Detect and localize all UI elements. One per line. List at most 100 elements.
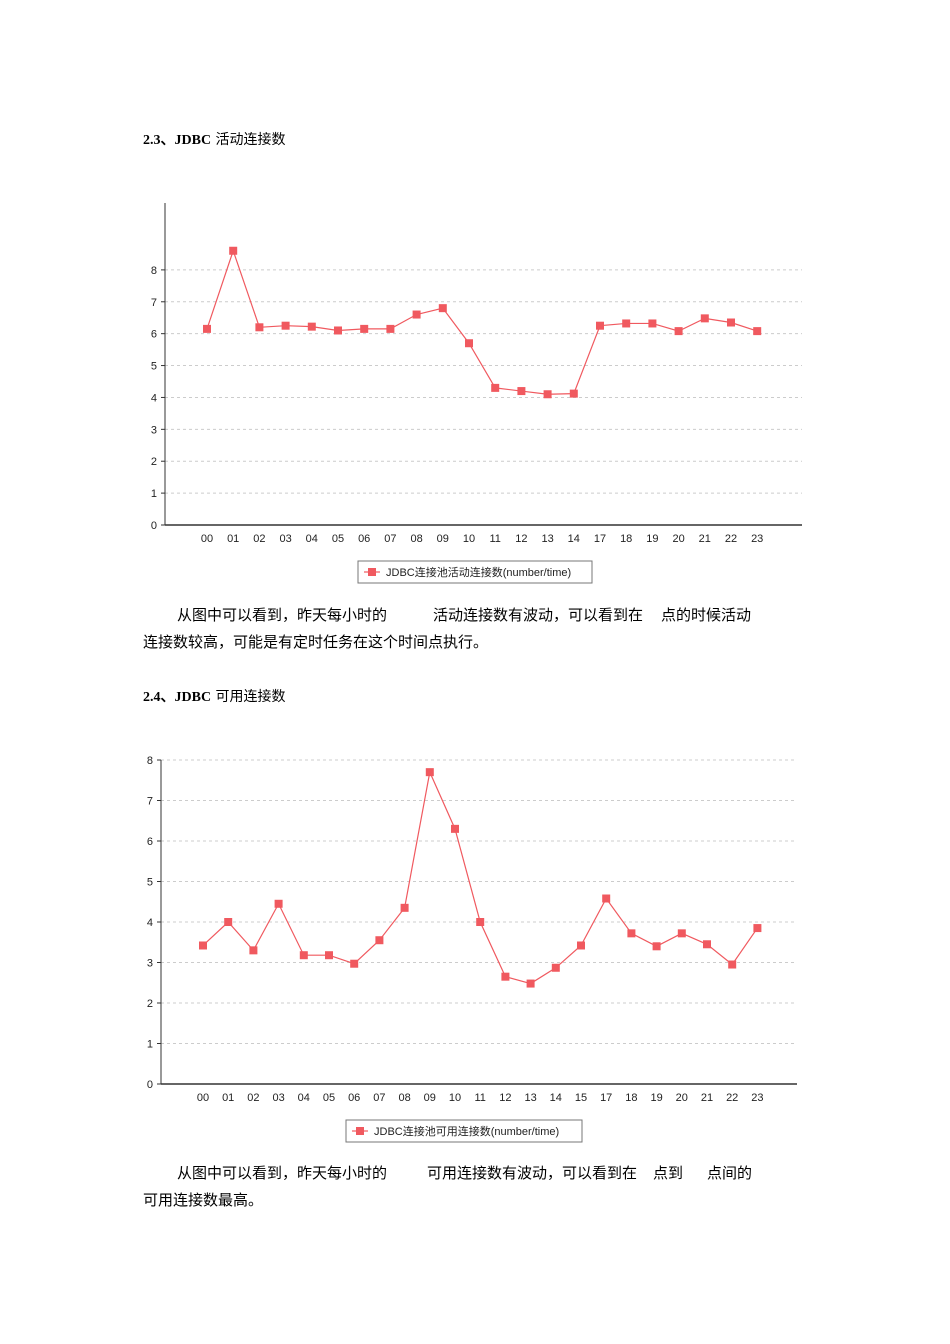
x-tick-label: 08 <box>410 533 422 545</box>
x-tick-label: 07 <box>373 1092 385 1104</box>
legend: JDBC连接池可用连接数(number/time) <box>345 1119 583 1143</box>
x-tick-label: 15 <box>575 1092 587 1104</box>
data-point <box>360 324 369 333</box>
data-point <box>281 321 290 330</box>
section-number: 2.4、JDBC <box>143 690 212 705</box>
data-point <box>299 951 308 960</box>
legend-box <box>345 1119 583 1143</box>
y-tick-label: 7 <box>151 297 157 309</box>
data-point <box>229 246 238 255</box>
y-tick-label: 4 <box>151 392 157 404</box>
paragraph-text: 从图中可以看到，昨天每小时的 <box>177 1164 388 1182</box>
data-point <box>727 318 735 327</box>
data-point <box>753 924 762 933</box>
legend-box <box>357 560 593 584</box>
data-point <box>224 918 233 926</box>
data-point <box>425 768 434 777</box>
x-tick-label: 23 <box>751 533 763 545</box>
data-point <box>526 979 535 988</box>
x-tick-label: 21 <box>699 533 711 545</box>
x-tick-label: 10 <box>463 533 475 545</box>
available-connections-chart: 0 1 2 3 4 5 6 7 8 00 01 02 03 04 05 06 07 08 09 10 11 12 13 14 1… <box>140 750 810 1150</box>
data-point <box>307 322 316 331</box>
paragraph-text: 可用连接数最高。 <box>143 1191 264 1209</box>
x-tick-label: 11 <box>474 1092 485 1104</box>
active-connections-chart: 0 1 2 3 4 5 6 7 8 00 01 02 03 04 05 06 07 08 09 10 11 12 13 14 1… <box>140 195 810 590</box>
x-tick-label: 01 <box>222 1092 234 1104</box>
legend-label: JDBC连接池活动连接数(number/time) <box>386 566 571 579</box>
y-tick-label: 8 <box>147 755 153 767</box>
x-tick-label: 22 <box>725 533 737 545</box>
y-tick-label: 2 <box>147 998 153 1010</box>
x-tick-label: 13 <box>524 1092 536 1104</box>
data-point <box>375 936 384 945</box>
x-tick-label: 02 <box>247 1092 259 1104</box>
section-title: 活动连接数 <box>215 132 286 148</box>
data-point <box>476 918 485 926</box>
x-tick-label: 10 <box>449 1092 461 1104</box>
data-point <box>438 304 447 313</box>
x-tick-label: 01 <box>227 533 239 545</box>
data-point <box>728 960 737 969</box>
data-point <box>677 929 686 938</box>
data-point <box>596 321 604 330</box>
x-tick-label: 23 <box>751 1092 763 1104</box>
x-tick-label: 21 <box>701 1092 713 1104</box>
x-tick-label: 04 <box>298 1092 310 1104</box>
x-tick-label: 12 <box>515 533 527 545</box>
data-point <box>274 899 283 908</box>
data-point <box>674 327 683 336</box>
data-point <box>551 963 560 972</box>
legend-label: JDBC连接池可用连接数(number/time) <box>374 1125 559 1138</box>
data-point <box>249 946 258 955</box>
data-point <box>412 310 421 319</box>
legend-marker <box>356 1127 364 1135</box>
series-line <box>206 248 758 395</box>
y-tick-label: 5 <box>147 877 153 889</box>
y-tick-label: 0 <box>151 520 157 532</box>
data-point <box>648 319 657 328</box>
x-tick-label: 20 <box>672 533 684 545</box>
x-tick-label: 13 <box>541 533 553 545</box>
x-tick-label: 02 <box>253 533 265 545</box>
x-tick-label: 09 <box>424 1092 436 1104</box>
data-point <box>350 959 359 968</box>
data-point <box>325 951 333 960</box>
data-point <box>255 323 264 332</box>
data-point <box>627 929 636 938</box>
data-point <box>700 314 709 323</box>
y-tick-label: 2 <box>151 456 157 468</box>
x-tick-label: 17 <box>594 533 606 545</box>
data-point <box>652 942 661 951</box>
data-point <box>602 894 611 903</box>
x-tick-label: 11 <box>489 533 500 545</box>
paragraph-text: 点间的 <box>707 1164 753 1182</box>
data-point <box>465 339 473 348</box>
x-tick-label: 05 <box>323 1092 335 1104</box>
paragraph-text: 连接数较高，可能是有定时任务在这个时间点执行。 <box>143 633 489 651</box>
y-tick-label: 1 <box>151 488 157 500</box>
paragraph-text: 点的时候活动 <box>661 606 752 624</box>
x-tick-label: 14 <box>568 533 580 545</box>
x-tick-label: 14 <box>550 1092 562 1104</box>
x-tick-label: 00 <box>197 1092 209 1104</box>
x-tick-label: 03 <box>279 533 291 545</box>
y-tick-label: 0 <box>147 1079 153 1091</box>
y-tick-label: 7 <box>147 796 153 808</box>
x-tick-label: 09 <box>437 533 449 545</box>
data-point <box>491 383 500 392</box>
data-point <box>203 324 211 333</box>
x-tick-label: 08 <box>398 1092 410 1104</box>
x-tick-label: 04 <box>306 533 318 545</box>
legend-marker <box>368 568 376 576</box>
data-point <box>577 941 585 950</box>
x-tick-label: 19 <box>646 533 658 545</box>
x-tick-label: 20 <box>676 1092 688 1104</box>
data-point <box>501 972 510 981</box>
data-point <box>400 903 409 912</box>
paragraph-text: 可用连接数有波动，可以看到在 <box>427 1164 638 1182</box>
section-heading-2-3: 2.3、JDBC 活动连接数 <box>143 131 286 150</box>
series-line <box>202 770 758 985</box>
x-tick-label: 19 <box>650 1092 662 1104</box>
